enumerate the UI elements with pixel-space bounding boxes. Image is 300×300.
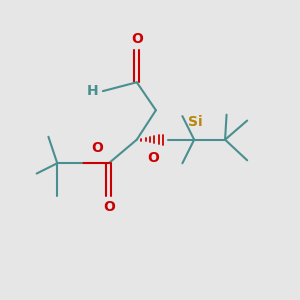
Text: O: O (91, 141, 103, 155)
Text: H: H (87, 84, 98, 98)
Text: O: O (131, 32, 143, 46)
Text: O: O (103, 200, 115, 214)
Text: O: O (148, 151, 160, 165)
Text: Si: Si (188, 115, 203, 128)
